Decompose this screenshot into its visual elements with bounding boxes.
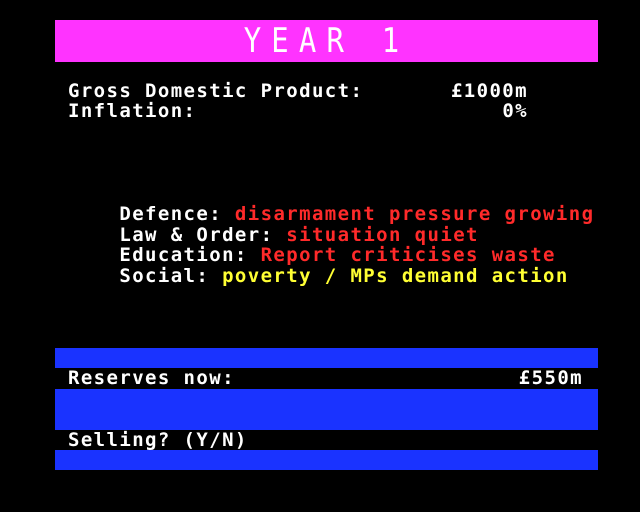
panel-bar-top xyxy=(55,348,598,368)
title-bar: YEAR 1 xyxy=(55,20,598,62)
report-label: Social: xyxy=(119,265,210,287)
report-status: situation quiet xyxy=(286,224,479,246)
gdp-label: Gross Domestic Product: xyxy=(68,80,364,102)
report-social: Social: poverty / MPs demand action xyxy=(68,245,569,287)
report-status: disarmament pressure growing xyxy=(234,203,595,225)
report-defence: Defence: disarmament pressure growing xyxy=(68,183,594,225)
gdp-value: £1000m xyxy=(450,80,528,102)
report-label: Education: xyxy=(119,244,248,266)
inflation-label: Inflation: xyxy=(68,100,197,122)
inflation-value: 0% xyxy=(502,100,528,122)
panel-bar-bottom xyxy=(55,450,598,470)
report-status: Report criticises waste xyxy=(260,244,556,266)
reserves-label: Reserves now: xyxy=(68,367,235,389)
year-title: YEAR 1 xyxy=(243,21,410,61)
report-education: Education: Report criticises waste xyxy=(68,224,556,266)
report-label: Law & Order: xyxy=(119,224,274,246)
selling-prompt[interactable]: Selling? (Y/N) xyxy=(68,429,248,451)
reserves-value: £550m xyxy=(518,367,583,389)
report-status: poverty / MPs demand action xyxy=(222,265,569,287)
panel-bar-middle xyxy=(55,389,598,430)
report-law-order: Law & Order: situation quiet xyxy=(68,204,479,246)
report-label: Defence: xyxy=(119,203,223,225)
